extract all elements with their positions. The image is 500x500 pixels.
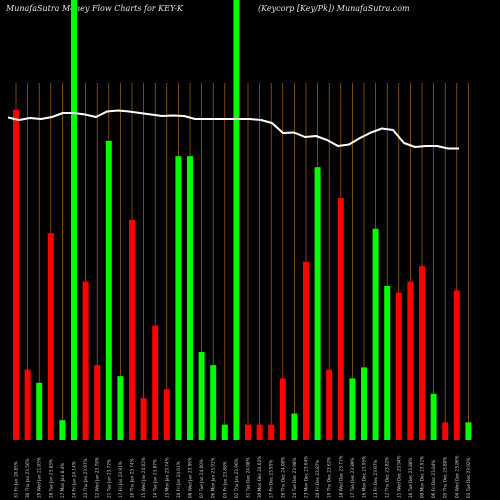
x-tick-label: 11 Wed Dec 23.94%	[396, 455, 401, 498]
flow-bar	[291, 413, 298, 440]
flow-bar	[442, 422, 449, 440]
flow-bar	[256, 424, 263, 440]
x-tick-label: 02 Thu Jan 23.96%	[234, 458, 239, 498]
flow-bar	[384, 286, 391, 440]
flow-bar	[430, 393, 437, 440]
flow-bar	[453, 290, 460, 440]
x-tick-label: 14 Tue Jan 23.87%	[153, 459, 158, 498]
flow-bar	[152, 325, 159, 440]
flow-bar	[187, 156, 193, 440]
flow-bar	[465, 422, 472, 440]
x-tick-label: 10 Fri Jan 24.01%	[176, 461, 181, 498]
x-tick-label: 21 Tue Jan 23.72%	[106, 459, 111, 498]
x-tick-label: 22 Wed Jan 23.78%	[95, 457, 100, 498]
x-tick-label: 23 Mon Dec 23.64%	[304, 456, 309, 498]
x-tick-label: 10 Tue Dec 23.88%	[408, 457, 413, 498]
flow-bar	[13, 110, 19, 440]
x-tick-label: 26 Thu Dec 24.00%	[280, 457, 285, 498]
flow-bar	[349, 378, 356, 440]
flow-bar	[94, 365, 101, 440]
x-tick-label: 12 Thu Dec 23.82%	[385, 457, 390, 498]
flow-bar	[175, 156, 182, 440]
flow-bar	[129, 220, 135, 440]
flow-bar	[47, 233, 54, 440]
flow-bar	[59, 420, 66, 440]
x-tick-label: 24 Tue Dec 23.98%	[292, 457, 297, 498]
flow-bar	[279, 378, 286, 440]
x-tick-label: 09 Mon Dec 23.91%	[420, 456, 425, 498]
x-tick-label: 13 Mon Jan 23.74%	[164, 457, 169, 498]
flow-bar	[419, 266, 425, 440]
chart-title: MunafaSutra Money Flow Charts for KEY-K	[6, 4, 184, 13]
flow-bar	[314, 167, 321, 440]
flow-bar	[361, 367, 367, 440]
flow-bar	[36, 382, 43, 440]
flow-bar	[407, 281, 414, 440]
x-tick-label: 16 Thu Jan 23.74%	[130, 458, 135, 498]
flow-bar	[140, 398, 147, 440]
x-tick-label: 31 Fri Jan 18.85%	[14, 461, 19, 498]
x-tick-label: 27 Mon Jan 8.4%	[60, 463, 65, 498]
flow-bar	[245, 424, 251, 440]
flow-bar	[303, 261, 309, 440]
x-tick-label: 16 Mon Dec 23.95%	[362, 456, 367, 498]
x-tick-label: 05 Thu Dec 23.80%	[443, 457, 448, 498]
flow-bar	[163, 389, 170, 440]
flow-bar	[71, 0, 77, 440]
x-tick-label: 30 Thu Jan 23.56%	[25, 458, 30, 498]
flow-bar	[221, 424, 228, 440]
x-tick-label: 17 Fri Jan 23.91%	[118, 461, 123, 498]
x-tick-label: 20 Fri Dec 23.87%	[315, 460, 320, 498]
flow-bar	[372, 228, 379, 440]
flow-bar	[117, 376, 124, 440]
x-tick-label: 18 Wed Dec 23.71%	[338, 455, 343, 498]
price-line	[7, 109, 459, 150]
flow-bar	[337, 198, 344, 440]
flow-bar	[82, 281, 89, 440]
x-tick-label: 30 Mon Dec 24.02%	[257, 456, 262, 498]
x-tick-label: 17 Tue Dec 23.89%	[350, 457, 355, 498]
chart-subtitle: (Keycorp [Key/Pk]) MunafaSutra.com	[258, 4, 410, 13]
flow-bar	[210, 365, 217, 440]
flow-bar	[198, 352, 205, 440]
x-tick-label: 24 Fri Jan 24.14%	[72, 461, 77, 498]
flow-bar	[326, 369, 333, 440]
x-tick-label: 23 Thu Jan 23.97%	[83, 458, 88, 498]
x-tick-label: 19 Thu Dec 23.62%	[327, 457, 332, 498]
x-tick-label: 28 Tue Jan 23.83%	[48, 459, 53, 498]
x-tick-label: 07 Tue Jan 24.00%	[199, 459, 204, 498]
x-tick-label: 29 Wed Jan 21.05%	[37, 457, 42, 498]
x-tick-label: 03 Fri Jan 23.88%	[222, 461, 227, 498]
flow-bar	[24, 369, 31, 440]
flow-bar	[233, 0, 240, 440]
x-tick-label: 06 Mon Jan 23.91%	[211, 457, 216, 498]
x-tick-label: 03 Tue Dec 23.92%	[466, 457, 471, 498]
x-tick-label: 06 Fri Dec 23.84%	[431, 460, 436, 498]
flow-bar	[268, 424, 275, 440]
x-tick-label: 04 Wed Dec 23.86%	[454, 455, 459, 498]
flow-bar	[395, 292, 402, 440]
x-tick-label: 31 Tue Dec 24.08%	[246, 457, 251, 498]
x-tick-label: 13 Fri Dec 23.97%	[373, 460, 378, 498]
x-tick-label: 27 Fri Dec 23.95%	[269, 460, 274, 498]
x-tick-label: 08 Wed Jan 23.96%	[188, 457, 193, 498]
flow-bar	[105, 140, 112, 441]
x-tick-label: 15 Wed Jan 24.02%	[141, 457, 146, 498]
